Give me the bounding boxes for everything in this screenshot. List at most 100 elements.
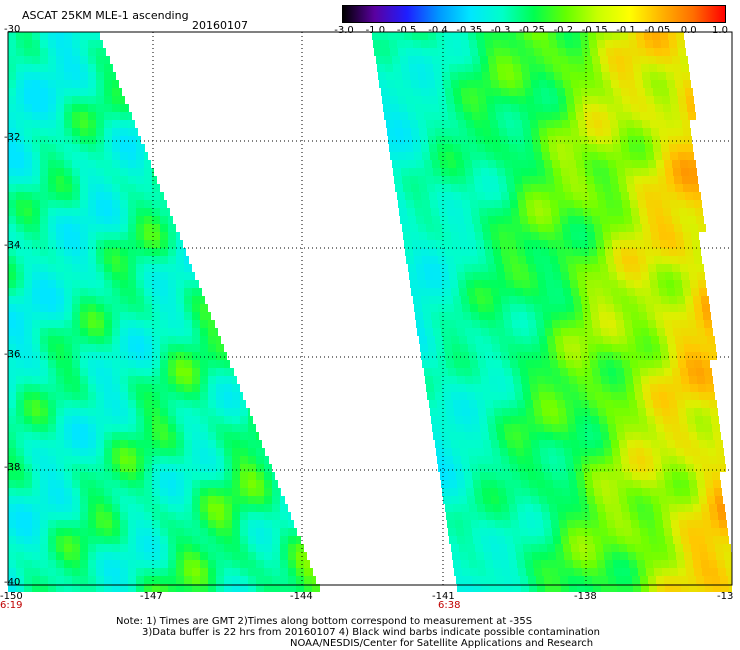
swath-cell xyxy=(128,456,136,464)
swath-cell xyxy=(533,248,541,256)
swath-cell xyxy=(184,568,192,576)
swath-cell xyxy=(473,480,481,488)
swath-cell xyxy=(520,264,528,272)
swath-cell xyxy=(428,240,436,248)
swath-cell xyxy=(487,104,495,112)
swath-cell xyxy=(48,528,56,536)
swath-cell xyxy=(88,48,96,56)
swath-cell xyxy=(8,552,16,560)
swath-cell xyxy=(232,568,240,576)
swath-cell xyxy=(8,288,16,296)
swath-cell xyxy=(478,48,486,56)
swath-cell xyxy=(455,520,463,528)
swath-cell xyxy=(56,312,64,320)
swath-cell xyxy=(644,240,652,248)
swath-cell xyxy=(465,64,473,72)
swath-cell xyxy=(578,72,586,80)
swath-cell xyxy=(232,520,240,528)
swath-cell xyxy=(658,120,666,128)
swath-cell xyxy=(256,448,264,456)
swath-cell xyxy=(128,208,136,216)
swath-cell xyxy=(456,216,464,224)
swath-cell xyxy=(461,248,469,256)
swath-cell xyxy=(248,440,256,448)
swath-cell xyxy=(665,480,673,488)
swath-cell xyxy=(533,504,541,512)
swath-cell xyxy=(494,408,502,416)
swath-cell xyxy=(8,416,16,424)
swath-cell xyxy=(248,560,256,568)
swath-cell xyxy=(88,464,96,472)
swath-cell xyxy=(48,296,56,304)
swath-cell xyxy=(558,96,566,104)
swath-cell xyxy=(568,320,576,328)
swath-cell xyxy=(567,208,575,216)
swath-cell xyxy=(698,224,706,232)
swath-cell xyxy=(589,248,597,256)
swath-cell xyxy=(677,144,685,152)
swath-cell xyxy=(626,384,634,392)
swath-cell xyxy=(136,128,138,136)
swath-cell xyxy=(48,560,56,568)
swath-cell xyxy=(56,464,64,472)
swath-cell xyxy=(486,256,494,264)
swath-cell xyxy=(64,240,72,248)
swath-cell xyxy=(432,160,440,168)
swath-cell xyxy=(565,504,573,512)
swath-cell xyxy=(566,256,574,264)
swath-cell xyxy=(610,488,618,496)
swath-cell xyxy=(619,128,627,136)
swath-cell xyxy=(200,480,208,488)
swath-cell xyxy=(224,480,232,488)
swath-cell xyxy=(444,344,452,352)
swath-cell xyxy=(8,504,16,512)
swath-cell xyxy=(184,376,192,384)
swath-cell xyxy=(160,240,168,248)
swath-cell xyxy=(64,96,72,104)
swath-cell xyxy=(120,504,128,512)
swath-cell xyxy=(152,408,160,416)
swath-cell xyxy=(619,392,627,400)
swath-cell xyxy=(541,352,549,360)
swath-cell xyxy=(632,264,640,272)
swath-cell xyxy=(454,152,462,160)
swath-cell xyxy=(641,432,649,440)
swath-cell xyxy=(681,480,689,488)
swath-cell xyxy=(451,128,459,136)
swath-cell xyxy=(512,264,520,272)
swath-cell xyxy=(552,216,560,224)
swath-cell xyxy=(144,184,152,192)
swath-cell xyxy=(96,480,104,488)
swath-cell xyxy=(56,144,64,152)
swath-cell xyxy=(524,136,532,144)
swath-cell xyxy=(498,72,506,80)
swath-cell xyxy=(433,432,441,440)
swath-cell xyxy=(80,512,88,520)
swath-cell xyxy=(477,192,485,200)
swath-cell xyxy=(104,528,112,536)
swath-cell xyxy=(441,168,449,176)
swath-cell xyxy=(536,320,544,328)
swath-cell xyxy=(128,360,136,368)
swath-cell xyxy=(48,40,56,48)
swath-cell xyxy=(642,384,650,392)
swath-cell xyxy=(605,560,613,568)
swath-cell xyxy=(120,552,128,560)
swath-cell xyxy=(176,512,184,520)
swath-cell xyxy=(447,208,455,216)
swath-cell xyxy=(444,448,452,456)
swath-cell xyxy=(689,168,697,176)
swath-cell xyxy=(24,104,32,112)
swath-cell xyxy=(606,464,614,472)
swath-cell xyxy=(144,464,152,472)
swath-cell xyxy=(679,312,687,320)
swath-cell xyxy=(112,336,120,344)
swath-cell xyxy=(694,360,702,368)
swath-cell xyxy=(509,40,517,48)
swath-cell xyxy=(549,192,557,200)
swath-cell xyxy=(216,376,224,384)
swath-cell xyxy=(80,120,88,128)
swath-cell xyxy=(56,232,64,240)
swath-cell xyxy=(104,392,112,400)
swath-cell xyxy=(435,288,443,296)
